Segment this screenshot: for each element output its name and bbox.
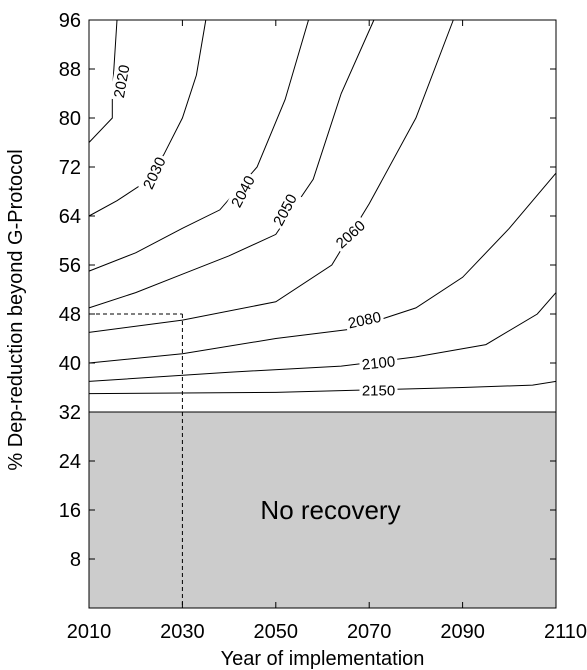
contour-label-group-2060: 2060 (330, 214, 371, 254)
x-tick-label-2070: 2070 (347, 621, 392, 643)
contour-label-bg-2030 (138, 152, 171, 195)
x-tick-label-2110: 2110 (544, 621, 587, 643)
contour-label-2150: 2150 (362, 383, 395, 400)
y-axis-ticks: 8 16 24 32 40 48 56 64 72 80 88 96 (59, 10, 556, 571)
contour-label-bg-2060 (330, 214, 371, 254)
contour-label-bg-2080 (344, 307, 385, 333)
contour-label-group-2020: 2020 (109, 61, 134, 102)
x-tick-label-2050: 2050 (254, 621, 299, 643)
contour-label-group-2050: 2050 (268, 188, 302, 231)
contour-label-bg-2100 (358, 352, 399, 374)
contour-line-2080 (88, 172, 557, 364)
contour-line-2030 (88, 19, 207, 217)
contour-layer (88, 19, 557, 395)
y-tick-label-40: 40 (59, 353, 81, 375)
contour-label-2100: 2100 (361, 353, 396, 373)
reference-layer (89, 313, 183, 608)
y-tick-label-64: 64 (59, 206, 81, 228)
x-tick-label-2010: 2010 (67, 621, 112, 643)
contour-label-bg-2040 (226, 170, 260, 213)
contour-line-2020 (88, 19, 118, 143)
contour-label-2030: 2030 (140, 155, 170, 192)
y-tick-label-88: 88 (59, 59, 81, 81)
y-tick-label-32: 32 (59, 402, 81, 424)
no-recovery-region (89, 412, 556, 608)
y-tick-label-8: 8 (70, 549, 81, 571)
y-tick-label-24: 24 (59, 451, 81, 473)
contour-line-2100 (88, 292, 557, 382)
x-tick-label-2090: 2090 (440, 621, 485, 643)
contour-label-group-2030: 2030 (138, 152, 171, 195)
y-tick-label-48: 48 (59, 304, 81, 326)
contour-label-group-2100: 2100 (358, 352, 399, 374)
contour-labels: 2020 2030 2040 2050 2060 2080 2100 2150 (109, 61, 399, 400)
region-layer (89, 411, 556, 608)
contour-label-group-2150: 2150 (359, 381, 398, 400)
contour-label-bg-2150 (359, 381, 398, 400)
contour-line-2060 (88, 19, 454, 333)
contour-label-2020: 2020 (111, 63, 134, 99)
contour-label-2040: 2040 (228, 173, 259, 210)
contour-label-bg-2050 (268, 188, 302, 231)
no-recovery-label: No recovery (260, 495, 400, 525)
y-tick-label-72: 72 (59, 157, 81, 179)
y-axis-title: % Dep-reduction beyond G-Protocol (5, 149, 27, 470)
contour-label-2080: 2080 (347, 309, 383, 333)
x-axis-title: Year of implementation (221, 648, 425, 670)
contour-label-bg-2020 (109, 61, 134, 102)
x-axis-ticks: 2010 2030 2050 2070 2090 2110 (67, 20, 587, 643)
contour-label-group-2080: 2080 (344, 307, 385, 333)
y-tick-label-80: 80 (59, 108, 81, 130)
contour-line-2050 (88, 19, 375, 309)
contour-label-group-2040: 2040 (226, 170, 260, 213)
contour-label-2050: 2050 (270, 191, 301, 228)
contour-line-2150 (88, 380, 557, 395)
y-tick-label-16: 16 (59, 500, 81, 522)
contour-line-2040 (88, 19, 309, 272)
y-tick-label-96: 96 (59, 10, 81, 32)
y-tick-label-56: 56 (59, 255, 81, 277)
x-tick-label-2030: 2030 (160, 621, 205, 643)
